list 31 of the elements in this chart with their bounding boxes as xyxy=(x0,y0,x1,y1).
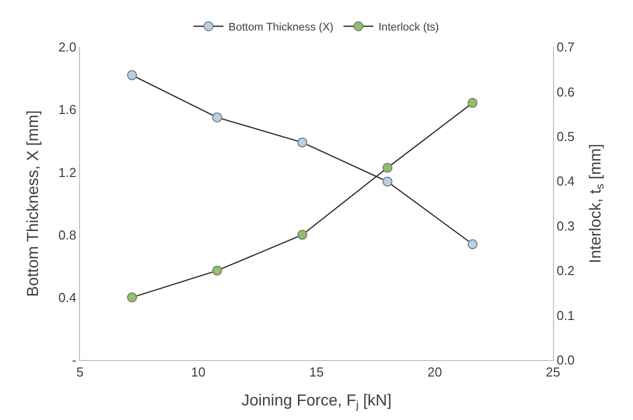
y-tick-label: - xyxy=(72,352,76,368)
point xyxy=(212,112,222,122)
y-tick-label: 0.4 xyxy=(58,290,76,305)
y-tick-label: 2.0 xyxy=(58,40,76,55)
point xyxy=(297,137,308,148)
legend-label: Bottom Thickness (X) xyxy=(228,22,334,34)
y-tick-label: 1.2 xyxy=(58,164,76,180)
legend-label: Interlock (ts) xyxy=(378,22,439,34)
x-tick-label: 20 xyxy=(428,364,442,380)
y2-tick-label: 0.7 xyxy=(556,40,575,55)
y-tick-label: 0.8 xyxy=(58,227,76,242)
y2-tick-label: 0.3 xyxy=(556,218,575,234)
point xyxy=(382,176,392,187)
y2-tick-label: 0.4 xyxy=(556,174,575,189)
y2-tick-label: 0.2 xyxy=(556,263,575,278)
y2-tick-label: 0.6 xyxy=(556,84,575,100)
y2-tick-label: 0.1 xyxy=(556,308,575,323)
x-tick-label: 10 xyxy=(191,364,206,380)
y-axis-title: Bottom Thickness, X [mm] xyxy=(25,110,42,297)
point xyxy=(468,239,478,250)
x-tick-label: 5 xyxy=(76,364,84,380)
y-tick-label: 1.6 xyxy=(58,102,76,118)
point xyxy=(382,162,392,173)
point xyxy=(127,292,138,302)
x-axis-title: Joining Force, F$_{j}$ [kN] xyxy=(241,392,392,412)
x-tick-label: 15 xyxy=(309,364,324,380)
point xyxy=(468,98,478,108)
y2-tick-label: 0.5 xyxy=(556,128,575,144)
point xyxy=(212,266,222,276)
point xyxy=(297,230,308,240)
point xyxy=(127,70,138,80)
